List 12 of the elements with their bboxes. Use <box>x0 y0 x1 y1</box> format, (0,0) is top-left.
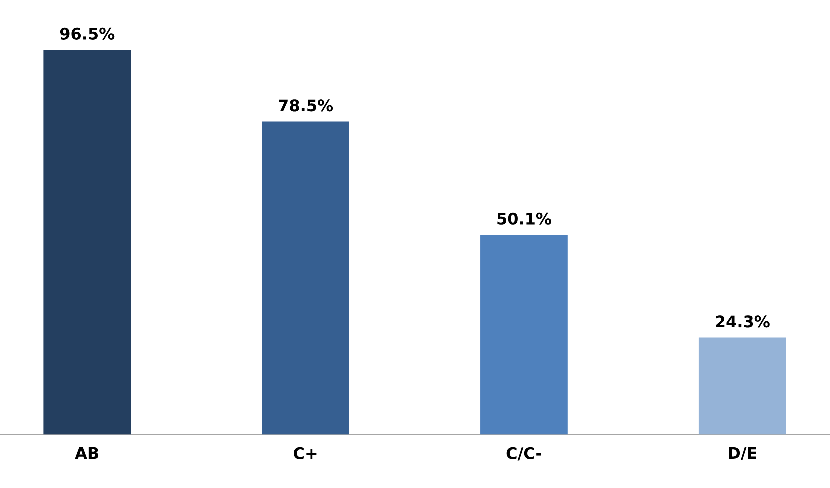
data-label: 24.3% <box>716 316 770 328</box>
bar <box>262 122 350 435</box>
x-tick-label: C+ <box>294 448 317 460</box>
data-label: 96.5% <box>60 28 115 40</box>
x-tick-label: AB <box>75 448 99 460</box>
x-tick-label: C/C- <box>506 448 542 461</box>
data-label: 78.5% <box>279 100 334 112</box>
data-label: 50.1% <box>498 212 552 226</box>
bar <box>44 50 132 435</box>
bar <box>480 235 568 435</box>
x-tick-label: D/E <box>729 448 756 461</box>
bar <box>698 338 786 435</box>
